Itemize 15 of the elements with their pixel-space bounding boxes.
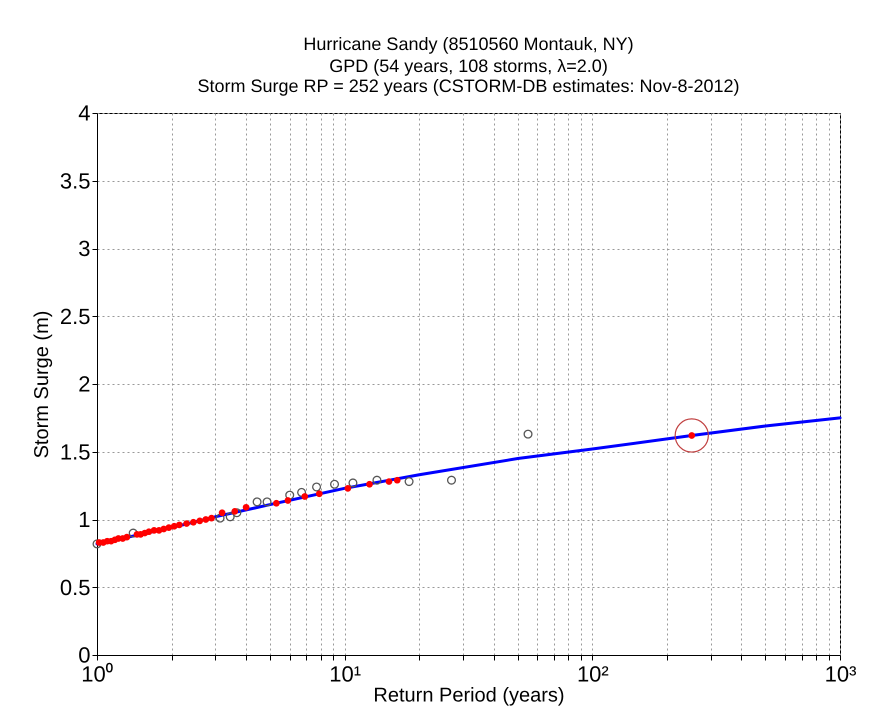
y-tick-label: 1	[78, 507, 90, 532]
chart-title: Hurricane Sandy (8510560 Montauk, NY)	[303, 34, 634, 54]
x-tick-label: 10³	[824, 662, 856, 686]
y-tick-label: 4	[78, 100, 90, 126]
y-tick-label: 2.5	[60, 304, 90, 329]
x-axis-title: Return Period (years)	[373, 684, 565, 706]
y-axis-title: Storm Surge (m)	[30, 310, 53, 458]
x-tick-label: 10¹	[329, 662, 362, 686]
chart-subtitle: GPD (54 years, 108 storms, λ=2.0) Storm Surge RP = 252 years (CSTORM-DB estimates: Nov-8-2012)	[197, 56, 740, 96]
y-tick-label: 2	[78, 372, 90, 396]
y-tick-label: 0.5	[60, 574, 90, 600]
y-tick-label: 3.5	[60, 168, 90, 194]
y-tick-label: 1.5	[60, 439, 90, 464]
y-tick-label: 3	[78, 236, 90, 261]
x-tick-label: 10²	[576, 662, 609, 686]
